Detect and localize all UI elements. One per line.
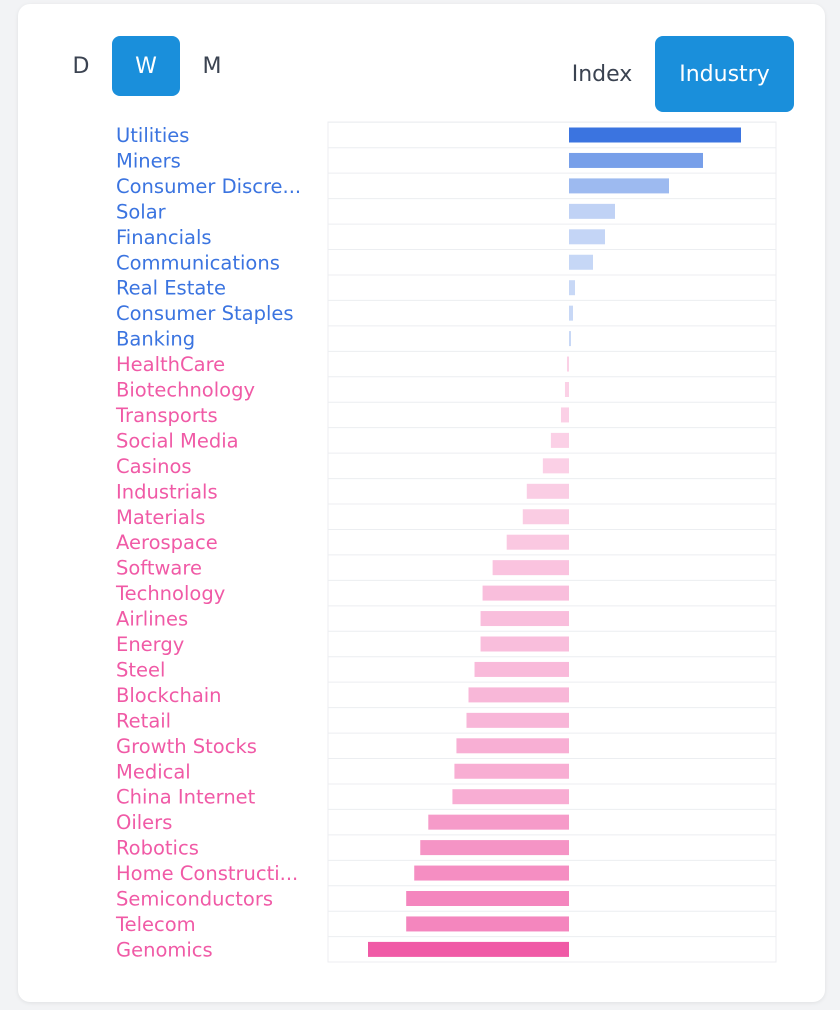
bar[interactable] — [522, 509, 569, 525]
bar[interactable] — [482, 585, 569, 601]
category-label: Real Estate — [116, 277, 226, 300]
category-label: Technology — [115, 582, 225, 605]
bar[interactable] — [456, 738, 569, 754]
category-label: Steel — [116, 658, 165, 681]
bar[interactable] — [569, 280, 575, 296]
category-label: Social Media — [116, 429, 239, 452]
bar[interactable] — [406, 916, 569, 932]
category-label: Oilers — [116, 811, 172, 834]
category-label: Biotechnology — [116, 379, 255, 402]
mode-tab-industry[interactable]: Industry — [655, 36, 794, 112]
bar[interactable] — [569, 152, 703, 168]
bar[interactable] — [569, 254, 593, 270]
category-label: Medical — [116, 760, 191, 783]
bar[interactable] — [550, 432, 569, 448]
chart-card — [18, 4, 825, 1002]
bar[interactable] — [564, 382, 569, 397]
bar[interactable] — [452, 789, 569, 805]
bar[interactable] — [569, 127, 741, 143]
category-label: Genomics — [116, 938, 213, 961]
bar[interactable] — [466, 712, 569, 728]
bar[interactable] — [368, 941, 569, 957]
category-label: Consumer Staples — [116, 302, 294, 325]
bar[interactable] — [428, 814, 569, 830]
category-label: Communications — [116, 251, 280, 274]
bar[interactable] — [506, 534, 569, 550]
category-label: HealthCare — [116, 353, 225, 376]
category-label: Robotics — [116, 837, 199, 860]
category-label: Solar — [116, 200, 167, 223]
period-tab-w[interactable]: W — [112, 36, 180, 96]
bar[interactable] — [480, 636, 569, 652]
category-label: Casinos — [116, 455, 192, 478]
category-label: Aerospace — [116, 531, 218, 554]
bar[interactable] — [569, 203, 615, 219]
bar[interactable] — [569, 229, 605, 245]
category-label: Home Constructi... — [116, 862, 298, 885]
bar[interactable] — [542, 458, 569, 474]
period-tab-d[interactable]: D — [72, 53, 90, 79]
category-label: Energy — [116, 633, 184, 656]
bar[interactable] — [454, 763, 569, 779]
bar[interactable] — [468, 687, 570, 703]
mode-tab-index[interactable]: Index — [571, 61, 633, 87]
category-label: Materials — [116, 506, 205, 529]
category-label: Consumer Discre... — [116, 175, 301, 198]
category-label: Growth Stocks — [116, 735, 257, 758]
category-label: Telecom — [115, 913, 196, 936]
bar[interactable] — [474, 661, 569, 677]
bar[interactable] — [569, 331, 571, 347]
category-label: Retail — [116, 709, 171, 732]
category-label: Financials — [116, 226, 212, 249]
category-label: Transports — [115, 404, 218, 427]
bar[interactable] — [492, 560, 569, 576]
category-label: Blockchain — [116, 684, 222, 707]
bar[interactable] — [560, 407, 569, 423]
bar[interactable] — [480, 611, 569, 627]
period-tab-m[interactable]: M — [202, 53, 222, 79]
bar[interactable] — [406, 891, 569, 906]
category-label: China Internet — [116, 786, 256, 809]
bar[interactable] — [526, 483, 569, 499]
bar[interactable] — [566, 356, 569, 372]
category-label: Semiconductors — [116, 888, 273, 911]
bar[interactable] — [414, 865, 569, 881]
bar[interactable] — [569, 178, 669, 194]
category-label: Utilities — [116, 124, 189, 147]
category-label: Industrials — [116, 480, 218, 503]
category-label: Banking — [116, 328, 195, 351]
category-label: Miners — [116, 149, 181, 172]
category-label: Airlines — [116, 608, 188, 631]
bar[interactable] — [420, 840, 569, 856]
bar[interactable] — [569, 305, 573, 321]
category-label: Software — [116, 557, 202, 580]
